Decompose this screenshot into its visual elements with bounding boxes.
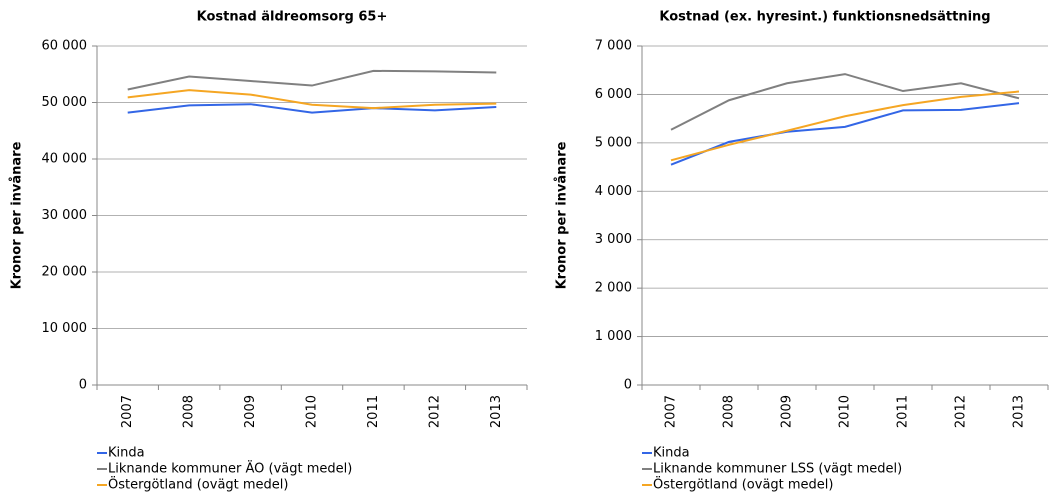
chart-title: Kostnad (ex. hyresint.) funktionsnedsätt… — [659, 10, 990, 25]
legend-label: Kinda — [108, 446, 145, 461]
y-tick-label: 3 000 — [595, 232, 632, 247]
y-tick-label: 0 — [624, 378, 632, 393]
legend-label: Liknande kommuner LSS (vägt medel) — [653, 462, 902, 477]
x-tick-label: 2011 — [896, 395, 911, 428]
y-tick-label: 6 000 — [595, 87, 632, 102]
x-tick-label: 2012 — [954, 395, 969, 428]
x-tick-label: 2013 — [1012, 395, 1027, 428]
y-tick-label: 20 000 — [42, 265, 88, 280]
y-tick-label: 10 000 — [42, 321, 88, 336]
y-tick-label: 50 000 — [42, 95, 88, 110]
y-tick-label: 0 — [79, 378, 87, 393]
chart-title: Kostnad äldreomsorg 65+ — [197, 10, 388, 25]
legend-label: Östergötland (ovägt medel) — [108, 476, 288, 493]
series-line — [127, 103, 497, 114]
series-line — [670, 73, 1020, 131]
x-tick-label: 2009 — [243, 395, 258, 428]
legend-label: Kinda — [653, 446, 690, 461]
x-tick-label: 2012 — [427, 395, 442, 428]
series-line — [670, 102, 1020, 166]
y-axis-label: Kronor per invånare — [10, 141, 25, 289]
legend-label: Östergötland (ovägt medel) — [653, 476, 833, 493]
x-tick-label: 2011 — [366, 395, 381, 428]
y-tick-label: 2 000 — [595, 281, 632, 296]
x-tick-label: 2007 — [664, 395, 679, 428]
y-tick-label: 60 000 — [42, 39, 88, 54]
x-tick-label: 2007 — [120, 395, 135, 428]
x-tick-label: 2010 — [838, 395, 853, 428]
series-line — [670, 90, 1020, 162]
y-tick-label: 1 000 — [595, 329, 632, 344]
series-line — [127, 89, 497, 110]
x-tick-label: 2010 — [305, 395, 320, 428]
x-tick-label: 2013 — [489, 395, 504, 428]
y-tick-label: 5 000 — [595, 135, 632, 150]
y-tick-label: 4 000 — [595, 184, 632, 199]
y-tick-label: 30 000 — [42, 208, 88, 223]
x-tick-label: 2008 — [722, 395, 737, 428]
y-tick-label: 40 000 — [42, 152, 88, 167]
x-tick-label: 2009 — [780, 395, 795, 428]
series-line — [127, 69, 497, 91]
y-axis-label: Kronor per invånare — [555, 141, 570, 289]
x-tick-label: 2008 — [182, 395, 197, 428]
legend-label: Liknande kommuner ÄO (vägt medel) — [108, 461, 352, 477]
y-tick-label: 7 000 — [595, 39, 632, 54]
